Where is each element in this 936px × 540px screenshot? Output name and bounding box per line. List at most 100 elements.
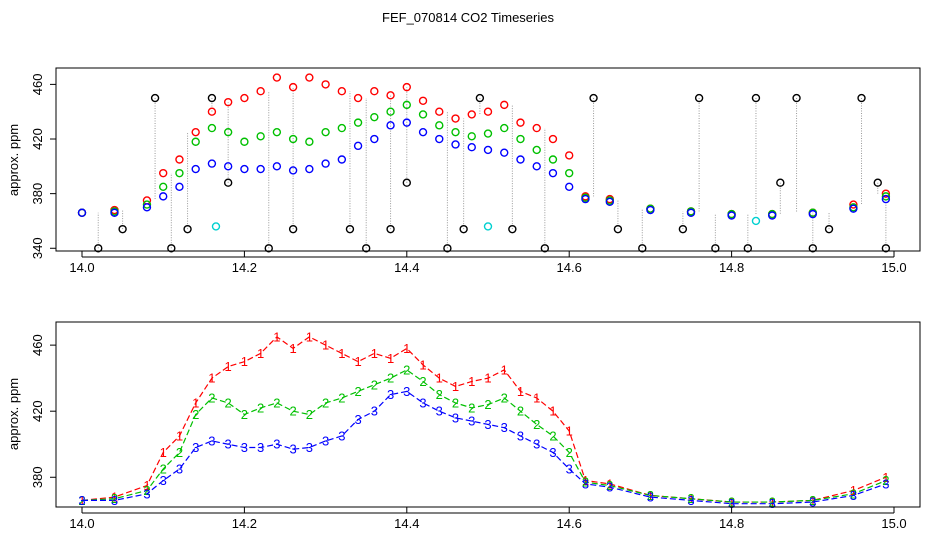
x-tick-label: 14.8 <box>719 516 744 531</box>
series-2-label: 2 <box>111 491 118 506</box>
series-2-label: 2 <box>606 478 613 493</box>
series-3-label: 3 <box>501 420 508 435</box>
x-tick-label: 14.4 <box>394 516 419 531</box>
series-flagged-point <box>94 244 103 253</box>
series-2-label: 2 <box>517 404 524 419</box>
series-1-label: 1 <box>468 374 475 389</box>
series-3-point <box>500 148 509 157</box>
series-1-label: 1 <box>566 424 573 439</box>
series-2-label: 2 <box>484 397 491 412</box>
series-1-label: 1 <box>647 488 654 503</box>
series-1-label: 1 <box>687 491 694 506</box>
series-flagged-point <box>345 224 355 234</box>
series-3-label: 3 <box>582 476 589 491</box>
series-1-point <box>158 168 168 178</box>
series-flagged-point <box>711 244 720 253</box>
series-1-point <box>467 110 476 119</box>
series-2-label: 2 <box>403 362 410 377</box>
series-1-label: 1 <box>354 354 361 369</box>
series-2-label: 2 <box>306 407 313 422</box>
series-3-point <box>768 211 777 220</box>
top-plot-frame <box>55 67 921 252</box>
series-2-label: 2 <box>501 390 508 405</box>
series-flagged-point <box>402 178 411 187</box>
series-3-label: 3 <box>257 440 264 455</box>
series-flagged-point <box>223 178 233 187</box>
series-2-label: 2 <box>809 493 816 508</box>
series-2-label: 2 <box>192 407 199 422</box>
series-1-label: 1 <box>176 428 183 443</box>
series-flagged-point <box>540 244 550 253</box>
series-flagged-point <box>508 224 517 234</box>
top-x-axis: 14.0 14.2 14.4 14.6 14.8 15.0 <box>69 251 907 275</box>
series-3-label: 3 <box>769 496 776 511</box>
series-3-label: 3 <box>809 495 816 510</box>
series-2-label: 2 <box>452 395 459 410</box>
series-2-point <box>337 123 347 133</box>
series-3-point <box>686 208 696 217</box>
series-2-label: 2 <box>338 390 345 405</box>
series-2-point <box>532 145 541 155</box>
series-2-label: 2 <box>468 400 475 415</box>
series-flagged-point <box>459 224 468 234</box>
series-2-label: 2 <box>160 462 167 477</box>
series-1-label: 1 <box>403 341 410 356</box>
series-2-point <box>370 112 379 122</box>
series-2-point <box>451 127 460 137</box>
series-1-point <box>191 127 200 137</box>
bottom-series-lines <box>81 336 887 505</box>
series-3-point <box>646 205 655 215</box>
y-tick-label: 380 <box>30 183 45 205</box>
bottom-plot-frame <box>55 321 921 508</box>
series-1-point <box>516 118 525 127</box>
series-3-point <box>175 182 184 192</box>
series-2-label: 2 <box>647 488 654 503</box>
chart-title: FEF_070814 CO2 Timeseries <box>382 10 554 25</box>
series-3-label: 3 <box>290 442 297 457</box>
series-3-point <box>305 164 314 174</box>
series-1-point <box>305 73 314 82</box>
bottom-y-axis: 380 420 460 <box>30 334 56 488</box>
series-3-label: 3 <box>882 476 889 491</box>
series-3-point <box>532 162 541 171</box>
series-2-label: 2 <box>371 377 378 392</box>
series-3-point <box>288 166 298 175</box>
x-tick-label: 15.0 <box>881 260 906 275</box>
series-1-label: 1 <box>306 329 313 344</box>
series-2-point <box>467 132 476 141</box>
series-2-point <box>256 132 265 141</box>
series-1-point <box>483 107 493 116</box>
series-3-label: 3 <box>176 462 183 477</box>
series-3-label: 3 <box>687 493 694 508</box>
series-3-label: 3 <box>403 384 410 399</box>
x-tick-label: 14.8 <box>719 260 744 275</box>
series-3-label: 3 <box>728 496 735 511</box>
series-2-point <box>272 127 282 137</box>
series-3-label: 3 <box>241 440 248 455</box>
series-flagged-point <box>694 93 704 103</box>
series-1-point <box>418 96 428 105</box>
series-3-label: 3 <box>533 437 540 452</box>
series-1-label: 1 <box>517 384 524 399</box>
series-2-point <box>321 127 330 137</box>
y-tick-label: 420 <box>30 400 45 422</box>
series-3-label: 3 <box>143 486 150 501</box>
series-2-label: 2 <box>882 473 889 488</box>
bottom-x-axis: 14.0 14.2 14.4 14.6 14.8 15.0 <box>69 507 907 531</box>
series-flagged-point <box>824 224 834 234</box>
series-2-label: 2 <box>549 428 556 443</box>
series-1-label: 1 <box>809 493 816 508</box>
series-1-label: 1 <box>273 329 280 344</box>
series-flagged-point <box>776 178 785 187</box>
series-3-label: 3 <box>387 387 394 402</box>
series-3-label: 3 <box>354 412 361 427</box>
series-2-label: 2 <box>225 395 232 410</box>
series-2-point <box>191 137 200 146</box>
series-3-point <box>881 194 891 204</box>
series-1-point <box>532 123 541 133</box>
series-1-label: 1 <box>484 371 491 386</box>
series-flagged-point <box>264 244 273 253</box>
series-1-label: 1 <box>387 351 394 366</box>
